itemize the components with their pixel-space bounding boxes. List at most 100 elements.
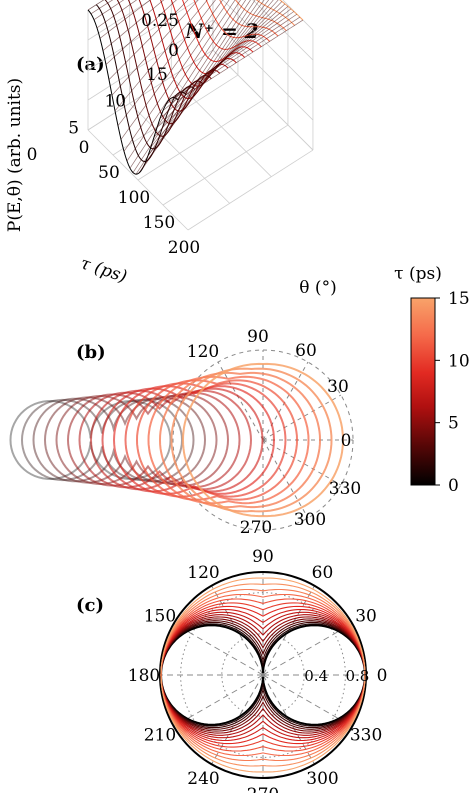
panel-b-curve	[124, 382, 287, 498]
panel-c-ticks: 0 30 60 90 120 150 180 210 240 270 300 330 0.4 0.8	[128, 547, 388, 793]
panel-a-theta-line	[99, 0, 151, 39]
panel-c-polar-plot: (c) 0 30 60 90 120 150 180 210 240 270 300 330 0.4 0.…	[76, 547, 387, 793]
panel-a-gridline	[129, 103, 230, 204]
panel-b-angle-tick: 60	[295, 341, 317, 361]
colorbar-tick-label: 10	[448, 351, 469, 371]
panel-a-theta-line	[132, 0, 247, 173]
panel-a-y-tick: 5	[68, 118, 79, 138]
panel-a-gridline	[137, 99, 264, 181]
panel-a-theta-line	[177, 19, 304, 101]
panel-c-radial-tick: 0.4	[304, 667, 328, 685]
panel-c-angle-tick: 30	[355, 607, 377, 627]
colorbar-tick-label: 5	[448, 414, 459, 434]
panel-b-curve	[20, 398, 184, 482]
panel-a-y-tick: 15	[146, 65, 168, 85]
panel-c-angle-tick: 90	[252, 547, 274, 567]
panel-c-angle-tick: 120	[187, 563, 219, 583]
panel-a-gridline	[171, 76, 272, 177]
colorbar-tick-label: 0	[448, 476, 459, 496]
panel-a-ylabel: τ (ps)	[78, 253, 130, 287]
panel-b-curve	[9, 399, 172, 481]
panel-b-curve	[32, 397, 195, 483]
colorbar-gradient	[410, 297, 436, 486]
panel-a-surface	[87, 0, 304, 175]
panel-a-tau-line	[87, 9, 179, 175]
panel-c-angle-tick: 180	[128, 666, 160, 686]
panel-b-curves	[9, 362, 345, 518]
panel-b-curve	[43, 396, 207, 484]
panel-a-x-tick: 150	[143, 213, 175, 233]
panel-a-xlabel: θ (°)	[299, 278, 336, 298]
panel-a-theta-line	[114, 0, 208, 112]
panel-b-curve	[55, 394, 218, 486]
panel-c-angle-tick: 330	[350, 726, 382, 746]
panel-c-angle-gridline	[173, 623, 264, 676]
panel-a-gridline	[87, 129, 189, 231]
panel-b-grid-ray	[262, 361, 309, 441]
panel-c-angle-tick: 60	[312, 563, 334, 583]
panel-a-gridline	[112, 74, 239, 156]
panel-a-theta-line	[90, 0, 114, 15]
panel-a-x-tick: 50	[98, 163, 120, 183]
panel-c-angle-tick: 210	[144, 726, 176, 746]
panel-b-grid-ray	[262, 394, 342, 441]
panel-a-theta-line	[105, 0, 177, 65]
panel-a-theta-line	[111, 0, 199, 96]
panel-a-z-tick: 0	[168, 41, 179, 61]
panel-c-label: (c)	[76, 595, 104, 616]
panel-b-grid-ray	[262, 439, 309, 519]
panel-b-curve	[147, 375, 310, 505]
panel-a-theta-line	[123, 0, 230, 152]
panel-a-x-tick: 200	[168, 238, 200, 258]
panel-c-angle-gridline	[173, 674, 264, 727]
panel-a-gridline	[212, 19, 314, 121]
panel-a-theta-line	[138, 0, 256, 174]
panel-a-gridline	[252, 0, 314, 61]
panel-c-curves	[159, 577, 367, 773]
panel-a-theta-line	[165, 8, 292, 105]
panel-a-y-tick: 10	[104, 92, 126, 112]
panel-b-angle-tick: 270	[240, 518, 272, 538]
panel-a-theta-line	[102, 0, 165, 51]
panel-a-ticks: 00.250.50.751050100150200051015	[27, 0, 201, 258]
panel-a-theta-line	[108, 0, 189, 80]
panel-b-angle-tick: 300	[294, 510, 326, 530]
panel-a-theta-line	[129, 0, 241, 169]
panel-b-curve	[135, 379, 299, 501]
panel-a-gridline	[87, 19, 214, 101]
panel-b-grid-ray	[262, 439, 342, 486]
panel-a-theta-line	[168, 11, 295, 101]
panel-b-angle-tick: 90	[247, 327, 269, 347]
panel-c-radial-tick: 0.8	[345, 667, 369, 685]
panel-b-curve	[170, 367, 333, 513]
panel-c-angle-tick: 270	[247, 785, 279, 793]
panel-a-z-tick: 0.25	[141, 11, 179, 31]
panel-c-angle-tick: 240	[187, 769, 219, 789]
colorbar-ticks: 0 5 10 15	[435, 289, 469, 496]
panel-b-angle-tick: 120	[187, 342, 219, 362]
panel-a-zlabel: P(E,θ) (arb. units)	[5, 78, 25, 232]
panel-a-gridline	[87, 0, 199, 71]
panel-a-theta-line	[93, 0, 125, 20]
colorbar-tick-label: 15	[448, 289, 469, 309]
panel-c-curve	[160, 577, 366, 773]
panel-a-theta-line	[174, 16, 301, 99]
panel-c-angle-tick: 150	[144, 607, 176, 627]
panel-c-angle-tick: 0	[377, 666, 388, 686]
panel-a-y-tick: 0	[27, 145, 38, 165]
panel-a-x-tick: 100	[118, 188, 150, 208]
panel-c-angle-gridline	[262, 623, 353, 676]
panel-b-curve	[101, 387, 264, 493]
panel-b-angle-tick: 0	[341, 431, 352, 451]
panel-a-theta-line	[126, 0, 236, 162]
panel-b-curve	[112, 385, 276, 495]
panel-b-label: (b)	[76, 342, 106, 363]
colorbar: τ (ps) 0 5 10 15	[394, 264, 469, 496]
panel-a-theta-line	[171, 13, 298, 98]
panel-a-gridline	[222, 0, 314, 91]
panel-a-theta-line	[96, 0, 138, 29]
panel-a-x-tick: 0	[79, 138, 90, 158]
